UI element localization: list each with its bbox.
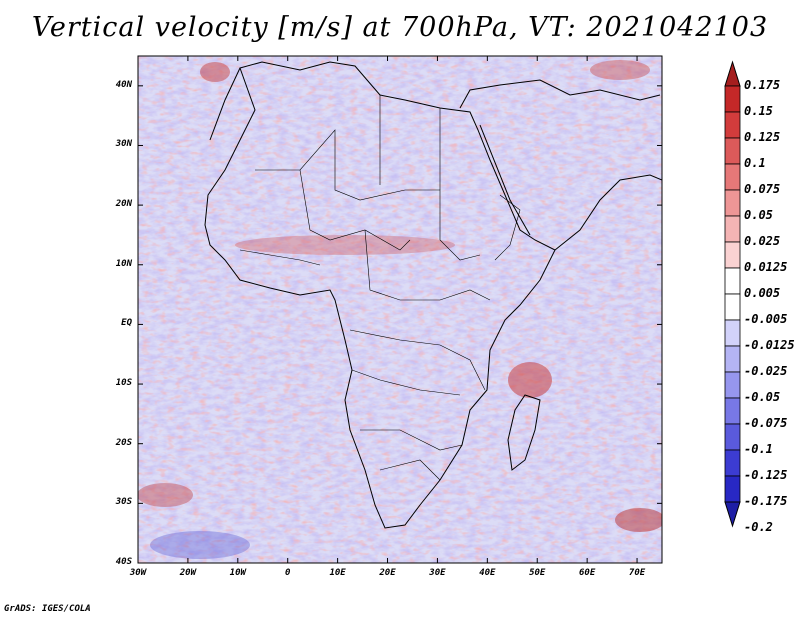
colorbar-label: -0.1	[744, 442, 773, 456]
colorbar-max-arrow	[724, 60, 741, 87]
colorbar-label: 0.0125	[744, 260, 788, 274]
lon-label: 10E	[329, 568, 346, 578]
madagascar-coastline	[507, 394, 541, 471]
lat-label: 20S	[115, 437, 132, 448]
colorbar-swatch	[724, 397, 741, 425]
colorbar-label: -0.005	[744, 312, 788, 326]
lon-label: 70E	[628, 568, 646, 578]
velocity-field	[138, 56, 662, 563]
lat-label: 40S	[115, 557, 132, 567]
lon-label: 10W	[229, 568, 246, 578]
lon-label: 60E	[579, 568, 596, 578]
lon-label: 20E	[379, 568, 396, 578]
lat-label: 20N	[115, 199, 132, 210]
lat-label: 40N	[115, 79, 132, 90]
map-title: Vertical velocity [m/s] at 700hPa, VT: 2…	[31, 12, 769, 43]
colorbar-swatch	[724, 423, 741, 451]
colorbar-label: -0.175	[744, 494, 788, 508]
map-frame	[137, 55, 663, 564]
colorbar-min-arrow	[724, 501, 741, 528]
colorbar-label: -0.025	[744, 364, 788, 378]
lon-label: 30W	[129, 568, 147, 578]
colorbar-label: 0.05	[744, 208, 773, 222]
colorbar-label: 0.025	[744, 234, 781, 248]
colorbar-swatch	[724, 293, 741, 321]
colorbar-label: -0.0125	[744, 338, 795, 352]
lat-label: 10N	[115, 258, 132, 269]
colorbar-label: -0.05	[744, 390, 781, 404]
lat-label: 10S	[115, 378, 132, 389]
lat-label: EQ	[121, 318, 132, 329]
colorbar-label: 0.175	[744, 78, 781, 92]
colorbar-swatch	[724, 475, 741, 503]
colorbar-label: 0.1	[744, 156, 766, 170]
colorbar-label: 0.15	[744, 104, 773, 118]
colorbar-swatch	[724, 345, 741, 373]
colorbar-swatch	[724, 371, 741, 399]
colorbar-swatch	[724, 267, 741, 295]
colorbar-swatch	[724, 449, 741, 477]
grads-credit: GrADS: IGES/COLA	[4, 604, 91, 614]
colorbar	[724, 60, 741, 528]
lon-label: 40E	[479, 568, 496, 578]
colorbar-swatch	[724, 189, 741, 217]
colorbar-swatch	[724, 215, 741, 243]
colorbar-label: -0.075	[744, 416, 788, 430]
colorbar-swatch	[724, 111, 741, 139]
colorbar-swatch	[724, 85, 741, 113]
colorbar-label: -0.125	[744, 468, 788, 482]
lon-label: 30E	[429, 568, 446, 578]
colorbar-swatch	[724, 241, 741, 269]
country-borders	[239, 95, 521, 481]
lon-label: 50E	[529, 568, 546, 578]
lon-label: 0	[284, 568, 291, 578]
lon-label: 20W	[179, 568, 197, 578]
cyclone-updraft	[508, 362, 552, 398]
colorbar-label: 0.005	[744, 286, 781, 300]
colorbar-swatch	[724, 137, 741, 165]
lat-label: 30S	[115, 497, 132, 508]
lat-label: 30N	[115, 139, 132, 150]
colorbar-swatch	[724, 319, 741, 347]
colorbar-label: 0.075	[744, 182, 781, 196]
colorbar-label: -0.2	[744, 520, 773, 534]
colorbar-label: 0.125	[744, 130, 781, 144]
axis-ticks	[137, 56, 662, 564]
colorbar-swatch	[724, 163, 741, 191]
